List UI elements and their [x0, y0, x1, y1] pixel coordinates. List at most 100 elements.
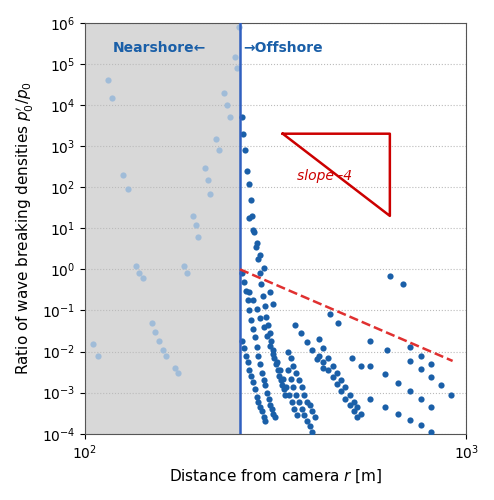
Point — [226, 114, 234, 122]
Point — [303, 418, 311, 426]
Point — [183, 270, 191, 278]
Point — [298, 382, 306, 390]
Point — [417, 365, 425, 373]
Point — [348, 354, 356, 362]
Point — [263, 332, 271, 340]
Point — [119, 171, 127, 179]
Point — [155, 337, 163, 345]
Point — [324, 366, 332, 374]
Point — [104, 76, 112, 84]
Point — [324, 354, 332, 362]
Point — [246, 366, 253, 374]
Point — [269, 350, 277, 358]
Point — [273, 358, 281, 366]
Point — [417, 395, 425, 403]
Point — [259, 292, 267, 300]
Point — [251, 386, 259, 394]
Point — [269, 300, 277, 308]
Point — [367, 362, 374, 370]
Point — [298, 405, 306, 413]
Point — [438, 382, 446, 390]
Point — [214, 146, 222, 154]
Point — [242, 352, 249, 360]
Point — [293, 412, 301, 420]
Point — [244, 358, 251, 366]
Point — [253, 238, 261, 246]
Point — [89, 340, 97, 348]
Point — [277, 376, 285, 384]
Point — [290, 405, 298, 413]
Point — [334, 319, 342, 327]
Point — [263, 388, 271, 396]
Point — [320, 344, 328, 352]
Point — [288, 398, 295, 406]
Point — [394, 379, 402, 387]
Point — [308, 408, 316, 416]
Point — [258, 408, 266, 416]
Point — [242, 287, 249, 295]
Point — [314, 355, 322, 363]
Point — [202, 164, 209, 172]
Point — [399, 280, 407, 287]
Point — [427, 403, 435, 411]
Point — [427, 373, 435, 381]
Point — [246, 214, 253, 222]
Point — [253, 304, 261, 312]
Point — [417, 352, 425, 360]
Point — [240, 278, 248, 285]
Point — [180, 262, 188, 270]
Point — [260, 414, 268, 422]
Point — [300, 412, 308, 420]
Point — [271, 414, 279, 422]
Point — [254, 352, 262, 360]
Point — [341, 382, 349, 390]
Point — [406, 387, 413, 395]
Point — [258, 369, 266, 377]
Point — [253, 343, 261, 351]
Point — [427, 360, 435, 368]
Point — [249, 378, 257, 386]
Point — [94, 352, 102, 360]
Point — [162, 352, 170, 360]
Point — [266, 288, 274, 296]
Point — [292, 369, 300, 377]
Point — [306, 422, 314, 430]
Point — [320, 358, 328, 366]
Point — [289, 362, 297, 370]
Point — [151, 328, 159, 336]
Point — [249, 296, 257, 304]
Point — [337, 387, 345, 395]
Point — [256, 314, 264, 322]
Point — [282, 382, 289, 390]
Point — [329, 373, 336, 381]
Point — [354, 403, 362, 411]
Text: →Offshore: →Offshore — [243, 40, 323, 54]
Point — [124, 185, 132, 193]
Point — [253, 392, 261, 400]
Point — [204, 176, 212, 184]
Point — [240, 344, 248, 352]
Point — [148, 319, 156, 327]
Point — [295, 398, 303, 406]
Point — [192, 221, 200, 229]
Point — [256, 360, 264, 368]
Point — [287, 374, 294, 382]
Point — [194, 234, 202, 241]
Point — [280, 386, 288, 394]
Point — [132, 262, 140, 270]
X-axis label: Distance from camera $r$ [m]: Distance from camera $r$ [m] — [169, 468, 382, 485]
Point — [417, 422, 425, 430]
Point — [281, 390, 289, 398]
Point — [264, 320, 272, 328]
Text: Nearshore←: Nearshore← — [112, 40, 206, 54]
Point — [238, 337, 246, 345]
Point — [380, 403, 388, 411]
Point — [341, 395, 349, 403]
Point — [256, 403, 264, 411]
Point — [269, 410, 277, 418]
Point — [306, 401, 314, 409]
Point — [251, 334, 259, 342]
Point — [350, 398, 358, 406]
Point — [250, 228, 258, 236]
Point — [367, 337, 374, 345]
